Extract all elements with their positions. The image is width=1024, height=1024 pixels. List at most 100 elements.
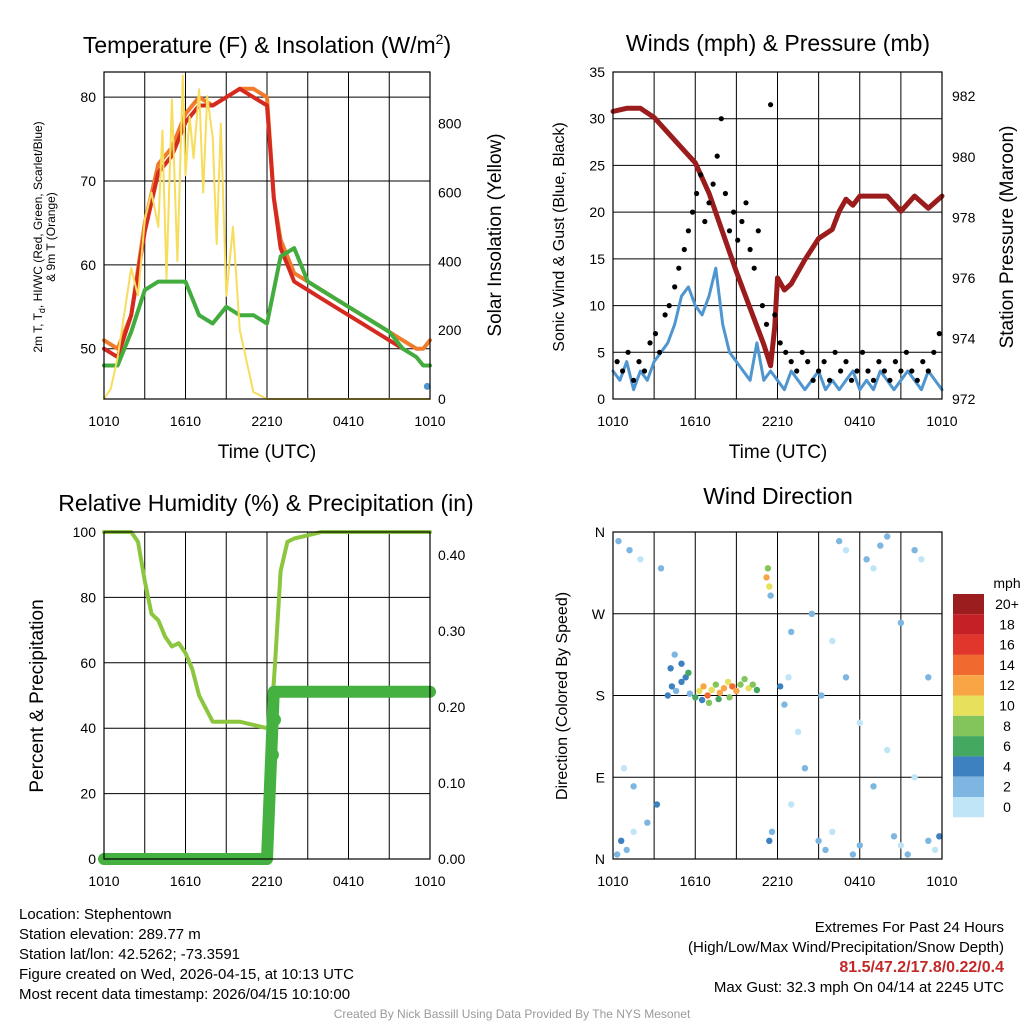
- gust-point: [810, 377, 816, 383]
- direction-point: [801, 765, 809, 772]
- direction-point: [766, 837, 773, 844]
- gust-point: [614, 359, 620, 365]
- direction-point: [745, 685, 752, 692]
- direction-point: [904, 851, 911, 858]
- direction-point: [870, 565, 877, 572]
- y2-tick-label: 800: [438, 116, 462, 132]
- direction-point: [630, 783, 637, 790]
- gust-point: [783, 349, 789, 355]
- y-tick-label: 100: [73, 524, 97, 540]
- x-tick-label: 2210: [251, 873, 282, 889]
- direction-point: [788, 628, 795, 636]
- direction-point: [630, 828, 637, 835]
- legend-label: 2: [1003, 779, 1011, 795]
- direction-point: [644, 819, 651, 826]
- y2-tick-label: 0.30: [438, 623, 465, 639]
- legend-swatch: [953, 614, 984, 635]
- gust-point: [726, 228, 733, 234]
- gust-point: [881, 368, 888, 374]
- gust-point: [920, 359, 926, 365]
- precip-point: [265, 748, 279, 762]
- direction-point: [781, 701, 788, 708]
- legend-swatch: [953, 797, 984, 818]
- x-tick-label: 0410: [333, 413, 364, 429]
- gust-point: [898, 368, 904, 374]
- gust-point: [887, 377, 893, 383]
- direction-point: [618, 837, 625, 844]
- direction-point: [897, 619, 905, 626]
- direction-point: [753, 686, 761, 694]
- direction-point: [897, 842, 905, 849]
- direction-point: [716, 689, 724, 696]
- gust-point: [936, 331, 942, 337]
- extremes-legend: (High/Low/Max Wind/Precipitation/Snow De…: [688, 939, 1004, 956]
- y2-tick-label: 400: [438, 253, 462, 269]
- direction-point: [829, 637, 836, 645]
- direction-point: [696, 687, 703, 695]
- legend-label: 16: [999, 637, 1015, 653]
- y-tick-label: N: [595, 851, 605, 867]
- direction-point: [678, 678, 685, 686]
- x-tick-label: 2210: [251, 413, 282, 429]
- legend-swatch: [953, 736, 984, 757]
- y-tick-label: 80: [80, 589, 96, 605]
- direction-point: [692, 694, 699, 701]
- series-rh: [102, 530, 432, 731]
- gust-point: [751, 265, 757, 271]
- gust-point: [838, 368, 844, 374]
- x-tick-label: 1010: [414, 413, 445, 429]
- direction-point: [884, 533, 891, 540]
- y-tick-label: 60: [80, 655, 96, 671]
- y2-tick-label: 980: [952, 149, 976, 165]
- figure-created: Figure created on Wed, 2026-04-15, at 10…: [19, 966, 354, 983]
- direction-point: [700, 683, 707, 690]
- direction-point: [877, 542, 884, 549]
- direction-point: [911, 774, 918, 781]
- direction-point: [884, 746, 891, 754]
- direction-point: [749, 681, 756, 688]
- gust-point: [772, 312, 778, 318]
- gust-point: [788, 359, 794, 365]
- direction-point: [653, 801, 661, 808]
- direction-point: [620, 765, 628, 772]
- gust-point: [865, 368, 871, 374]
- direction-point: [708, 686, 715, 694]
- y2-tick-label: 982: [952, 88, 976, 104]
- legend-label: 14: [999, 657, 1015, 673]
- y-tick-label: 15: [589, 251, 605, 267]
- x-tick-label: 1610: [170, 413, 201, 429]
- direction-point: [842, 547, 850, 554]
- gust-point: [854, 368, 860, 374]
- x-tick-label: 1610: [680, 873, 711, 889]
- gust-point: [909, 368, 915, 374]
- direction-point: [822, 846, 829, 854]
- panel-temperature: 1010 1610 2210 0410 101050607080020040060080…: [31, 31, 506, 463]
- gust-point: [694, 190, 700, 197]
- extremes-values: 81.5/47.2/17.8/0.22/0.4: [839, 959, 1004, 976]
- gust-point: [843, 359, 849, 365]
- legend-label: 18: [999, 616, 1015, 632]
- extremes-panel: Extremes For Past 24 Hours (High/Low/Max…: [688, 918, 1004, 998]
- x-tick-label: 1010: [597, 873, 628, 889]
- gust-point: [735, 237, 741, 243]
- y-tick-label: 10: [589, 298, 605, 314]
- series-td: [102, 246, 432, 368]
- direction-point: [815, 837, 822, 844]
- legend-swatch: [953, 654, 984, 676]
- gust-point: [681, 246, 687, 253]
- gust-point: [876, 359, 882, 365]
- gust-point: [739, 218, 745, 225]
- direction-point: [626, 547, 633, 554]
- panel-winds: 1010 1610 2210 0410 1010 0 5 10 15 20 25 30 35 972 974…: [551, 30, 1018, 463]
- speed-legend: mph 20+ 18 16 14 12 10 8 6 4 2 0: [953, 575, 1021, 818]
- y-tick-label: 25: [589, 157, 605, 173]
- x-tick-label: 1010: [926, 413, 957, 429]
- legend-swatch: [953, 594, 984, 615]
- direction-point: [931, 846, 939, 854]
- gust-point: [685, 228, 692, 234]
- gust-point: [722, 190, 729, 197]
- direction-point: [785, 674, 792, 681]
- gust-point: [698, 172, 704, 178]
